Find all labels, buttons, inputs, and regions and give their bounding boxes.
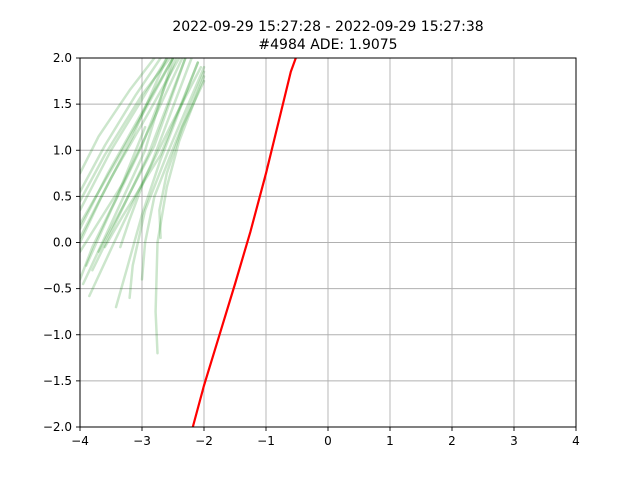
y-tick-label: −1.0: [43, 328, 72, 342]
chart-subtitle: #4984 ADE: 1.9075: [258, 37, 397, 53]
x-tick-label: 4: [572, 434, 580, 448]
prediction-line: [80, 58, 184, 253]
y-tick-label: −2.0: [43, 420, 72, 434]
y-tick-label: −0.5: [43, 282, 72, 296]
x-tick-label: 0: [324, 434, 332, 448]
prediction-line: [140, 70, 206, 281]
y-tick-label: 1.0: [53, 143, 72, 157]
prediction-line: [91, 58, 187, 272]
prediction-line: [88, 58, 193, 298]
ground-truth-line: [191, 58, 297, 427]
ticks: −4 −3 −2 −1 0 1 2 3 4 −2.0 −1.5 −1.0 −0.5 0.0 0.5 1.0 1.…: [43, 51, 580, 448]
prediction-line: [119, 65, 203, 249]
x-tick-label: 2: [448, 434, 456, 448]
prediction-line: [80, 58, 181, 240]
x-tick-label: −4: [71, 434, 89, 448]
prediction-line: [80, 58, 162, 194]
y-tick-label: −1.5: [43, 374, 72, 388]
y-tick-label: 0.5: [53, 189, 72, 203]
y-tick-label: 2.0: [53, 51, 72, 65]
x-tick-label: −1: [257, 434, 275, 448]
prediction-line: [84, 58, 178, 267]
prediction-line: [154, 75, 206, 355]
prediction-line: [114, 61, 200, 309]
prediction-line: [80, 58, 172, 203]
prediction-line: [80, 58, 156, 175]
x-tick-label: 3: [510, 434, 518, 448]
y-tick-label: 1.5: [53, 97, 72, 111]
prediction-line: [158, 79, 206, 240]
prediction-line: [80, 58, 175, 230]
prediction-line: [103, 61, 200, 249]
prediction-line: [128, 65, 206, 300]
x-tick-label: 1: [386, 434, 394, 448]
x-tick-label: −2: [195, 434, 213, 448]
x-tick-label: −3: [133, 434, 151, 448]
chart-title: 2022-09-29 15:27:28 - 2022-09-29 15:27:3…: [172, 19, 483, 35]
prediction-line: [80, 125, 147, 281]
prediction-line: [80, 58, 169, 244]
prediction-line: [81, 58, 175, 286]
prediction-line: [97, 58, 187, 253]
prediction-line: [80, 58, 169, 212]
prediction-line: [80, 58, 175, 226]
series-group: [80, 58, 297, 427]
y-tick-label: 0.0: [53, 236, 72, 250]
